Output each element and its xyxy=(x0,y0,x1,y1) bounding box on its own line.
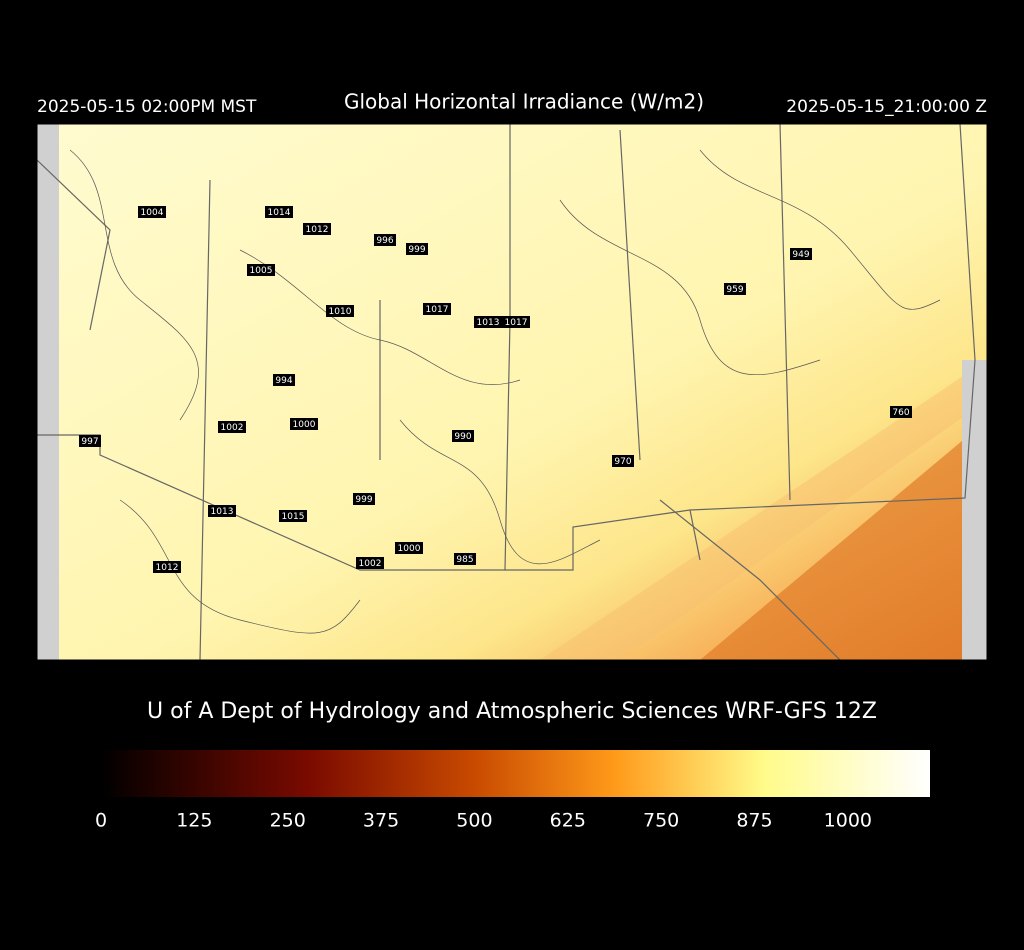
pressure-label: 1002 xyxy=(359,559,382,569)
local-time: 2025-05-15 02:00PM MST xyxy=(37,97,257,117)
utc-time: 2025-05-15_21:00:00 Z xyxy=(786,97,987,117)
label-box xyxy=(279,510,307,522)
label-box xyxy=(452,430,474,442)
label-box xyxy=(612,455,634,467)
credit: U of A Dept of Hydrology and Atmospheric… xyxy=(147,699,877,724)
pressure-label: 1012 xyxy=(156,563,179,573)
map: 1004 1014 1012 996 999 1005 1010 1017 1013 1017 94… xyxy=(37,124,987,660)
label-box xyxy=(356,557,384,569)
pressure-label: 1017 xyxy=(505,318,528,328)
pressure-label: 1013 xyxy=(477,318,500,328)
label-box xyxy=(303,223,331,235)
label-box xyxy=(423,303,451,315)
colorbar xyxy=(101,750,930,797)
colorbar-tick-label: 875 xyxy=(736,810,772,832)
pressure-label: 985 xyxy=(456,555,473,565)
title: Global Horizontal Irradiance (W/m2) xyxy=(344,90,704,114)
label-box xyxy=(353,493,375,505)
label-box xyxy=(790,248,812,260)
no-data-edge xyxy=(962,360,987,660)
pressure-label: 1012 xyxy=(306,225,329,235)
cloud-band xyxy=(540,360,987,660)
label-box xyxy=(247,264,275,276)
label-box xyxy=(273,374,295,386)
pressure-label: 1000 xyxy=(293,420,316,430)
pressure-label: 1014 xyxy=(268,208,291,218)
colorbar-tick-label: 1000 xyxy=(824,810,872,832)
label-box xyxy=(326,305,354,317)
pressure-label: 1000 xyxy=(398,544,421,554)
pressure-label: 996 xyxy=(376,236,393,246)
label-box xyxy=(79,435,101,447)
colorbar-tick-label: 750 xyxy=(643,810,679,832)
pressure-label: 994 xyxy=(275,376,292,386)
label-box xyxy=(290,418,318,430)
pressure-label: 999 xyxy=(355,495,372,505)
colorbar-tick-label: 375 xyxy=(363,810,399,832)
label-box xyxy=(502,316,530,328)
colorbar-tick-label: 625 xyxy=(550,810,586,832)
pressure-label: 999 xyxy=(408,245,425,255)
label-box xyxy=(374,234,396,246)
pressure-label: 1015 xyxy=(282,512,305,522)
no-data-edge xyxy=(37,124,59,660)
pressure-label: 760 xyxy=(892,408,909,418)
colorbar-tick-label: 500 xyxy=(456,810,492,832)
label-box xyxy=(474,316,502,328)
label-box xyxy=(395,542,423,554)
pressure-label: 949 xyxy=(792,250,809,260)
label-box xyxy=(138,206,166,218)
label-box xyxy=(890,406,912,418)
colorbar-tick-label: 250 xyxy=(270,810,306,832)
label-box xyxy=(454,553,476,565)
pressure-label: 1010 xyxy=(329,307,352,317)
label-box xyxy=(265,206,293,218)
label-box xyxy=(153,561,181,573)
pressure-label: 997 xyxy=(81,437,98,447)
colorbar-tick-label: 125 xyxy=(176,810,212,832)
pressure-label: 959 xyxy=(726,285,743,295)
colorbar-tick-label: 0 xyxy=(95,810,107,832)
map-frame xyxy=(36,123,988,661)
pressure-label: 1002 xyxy=(221,423,244,433)
pressure-label: 970 xyxy=(614,457,631,467)
label-box xyxy=(208,505,236,517)
pressure-label: 1017 xyxy=(426,305,449,315)
pressure-label: 1013 xyxy=(211,507,234,517)
low-irradiance-area xyxy=(700,420,987,660)
pressure-label: 1004 xyxy=(141,208,164,218)
contours xyxy=(69,149,941,634)
pressure-label: 1005 xyxy=(250,266,273,276)
label-box xyxy=(406,243,428,255)
pressure-label: 990 xyxy=(454,432,471,442)
label-box xyxy=(218,421,246,433)
label-box xyxy=(724,283,746,295)
